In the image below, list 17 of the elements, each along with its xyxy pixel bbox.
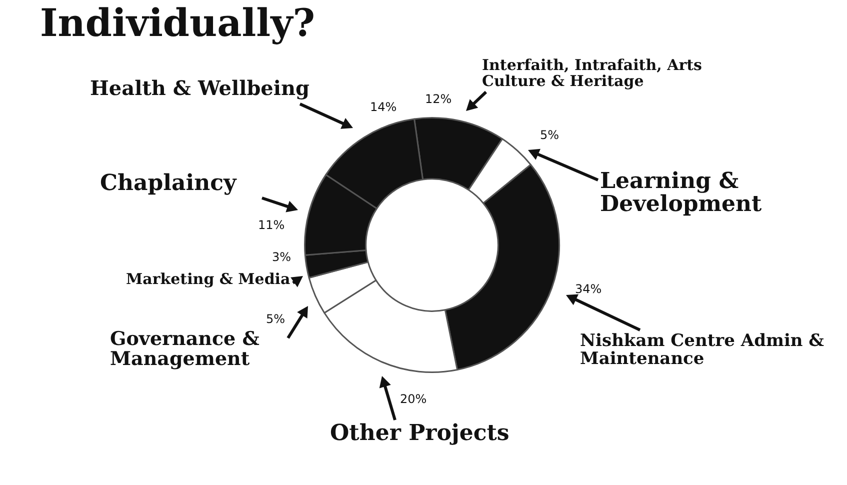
data-label: 20% <box>400 392 427 406</box>
chart-title: Individually? <box>40 0 315 45</box>
legend-label: Nishkam Centre Admin & Maintenance <box>580 331 826 369</box>
data-label: 12% <box>425 92 452 106</box>
slice-label: Governance & Management <box>110 328 260 370</box>
slice-label: Other Projects <box>330 420 510 446</box>
data-label: 5% <box>540 128 560 142</box>
data-label: 14% <box>370 100 397 114</box>
slice-label: Chaplaincy <box>100 170 238 196</box>
data-label: 5% <box>266 312 286 326</box>
data-label: 11% <box>258 218 285 232</box>
slice-label: Learning & Development <box>600 168 763 218</box>
slice-label: Health & Wellbeing <box>90 76 311 100</box>
data-label: 3% <box>272 250 292 264</box>
slice-label: Marketing & Media <box>126 270 292 288</box>
data-label: 34% <box>575 282 602 296</box>
slice-label: Interfaith, Intrafaith, Arts Culture & Heritage <box>482 56 703 90</box>
